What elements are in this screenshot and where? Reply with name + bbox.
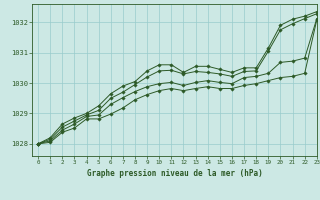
X-axis label: Graphe pression niveau de la mer (hPa): Graphe pression niveau de la mer (hPa) <box>86 169 262 178</box>
